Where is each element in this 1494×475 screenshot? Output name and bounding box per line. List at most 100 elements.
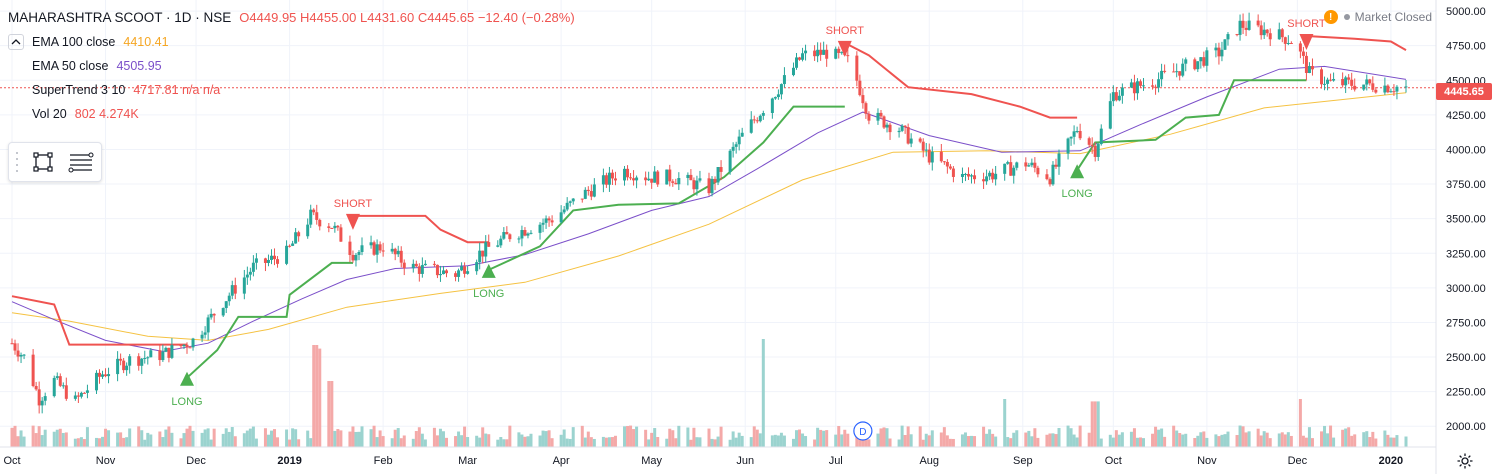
volume-bar xyxy=(1323,425,1327,447)
volume-bar xyxy=(1344,428,1348,447)
volume-bar xyxy=(1386,434,1390,447)
volume-bar xyxy=(502,439,506,447)
volume-bar xyxy=(1202,431,1206,447)
volume-bar xyxy=(402,435,406,447)
volume-bar xyxy=(1090,401,1094,447)
candle-body xyxy=(1301,51,1305,56)
candle-body xyxy=(840,52,844,54)
indicator-ema50[interactable]: EMA 50 close 4505.95 xyxy=(8,54,579,78)
volume-bar xyxy=(1009,438,1013,447)
volume-bar xyxy=(939,432,943,447)
candle-body xyxy=(34,385,38,390)
volume-bar xyxy=(885,428,889,447)
volume-bar xyxy=(716,436,720,447)
volume-bar xyxy=(354,431,358,447)
volume-bar xyxy=(221,433,225,447)
volume-bar xyxy=(988,429,992,447)
drag-handle[interactable] xyxy=(13,152,21,172)
candle-body xyxy=(1157,79,1161,88)
candle-body xyxy=(381,250,385,252)
volume-bar xyxy=(879,428,883,447)
candle-body xyxy=(517,238,521,240)
candle-body xyxy=(1054,164,1058,167)
candle-body xyxy=(306,224,310,237)
volume-bar xyxy=(230,427,234,447)
candle-body xyxy=(1178,71,1182,76)
candle-body xyxy=(1006,162,1010,164)
candle-body xyxy=(1093,145,1097,157)
volume-bar xyxy=(906,426,910,447)
candle-body xyxy=(1304,55,1308,73)
indicator-supertrend[interactable]: SuperTrend 3 10 4717.81 n/a n/a xyxy=(8,78,579,102)
short-signal-arrow xyxy=(837,40,852,57)
volume-bar xyxy=(930,430,934,447)
volume-bar xyxy=(918,426,922,447)
volume-bar xyxy=(457,431,461,447)
volume-bar xyxy=(248,428,252,447)
volume-bar xyxy=(1365,431,1369,447)
volume-bar xyxy=(1389,437,1393,447)
candle-body xyxy=(882,116,886,128)
candle-body xyxy=(393,248,397,255)
rectangle-tool-button[interactable] xyxy=(27,146,59,178)
candle-body xyxy=(571,198,575,202)
candle-body xyxy=(985,176,989,182)
volume-bar xyxy=(104,428,108,447)
volume-bar xyxy=(396,428,400,447)
volume-bar xyxy=(966,436,970,447)
candle-body xyxy=(164,347,168,352)
candle-body xyxy=(1193,59,1197,70)
ema100-line xyxy=(11,92,1407,341)
candle-body xyxy=(921,141,925,151)
volume-bar xyxy=(1277,433,1281,447)
volume-bar xyxy=(1075,437,1079,447)
candle-body xyxy=(861,95,865,104)
candle-body xyxy=(104,374,108,377)
candle-body xyxy=(900,125,904,131)
lines-tool-button[interactable] xyxy=(65,146,97,178)
candle-body xyxy=(327,226,331,228)
candle-body xyxy=(713,178,717,183)
drawing-toolbox[interactable] xyxy=(8,142,102,182)
x-tick-label: 2019 xyxy=(277,455,301,467)
market-status[interactable]: ! Market Closed xyxy=(1323,10,1432,24)
volume-bar xyxy=(1099,438,1103,447)
indicator-ema100[interactable]: EMA 100 close 4410.41 xyxy=(8,30,579,54)
candle-body xyxy=(846,55,850,57)
volume-bar xyxy=(583,437,587,447)
indicator-volume[interactable]: Vol 20 802 4.274K xyxy=(8,102,579,126)
warning-icon[interactable]: ! xyxy=(1323,10,1338,24)
chevron-up-icon[interactable] xyxy=(8,34,24,50)
volume-bar xyxy=(10,427,14,447)
short-signal-arrow xyxy=(1299,33,1314,50)
volume-bar xyxy=(982,426,986,447)
candle-body xyxy=(146,357,150,359)
candle-body xyxy=(294,232,298,244)
volume-bar xyxy=(454,436,458,447)
candle-body xyxy=(945,161,949,167)
candle-body xyxy=(454,273,458,277)
candle-body xyxy=(864,103,868,114)
candle-body xyxy=(372,242,376,255)
y-tick-label: 4250.00 xyxy=(1446,110,1486,122)
volume-bar xyxy=(441,431,445,447)
candle-body xyxy=(592,184,596,197)
candle-body xyxy=(1069,136,1073,139)
volume-bar xyxy=(1181,434,1185,447)
volume-bar xyxy=(122,437,126,447)
x-tick-label: Oct xyxy=(3,455,20,467)
settings-gear-icon[interactable] xyxy=(1456,452,1474,470)
candle-body xyxy=(254,258,258,263)
symbol-title[interactable]: MAHARASHTRA SCOOT · 1D · NSE xyxy=(8,9,232,25)
candle-body xyxy=(686,174,690,179)
candle-body xyxy=(1075,130,1079,132)
candle-body xyxy=(876,112,880,121)
candle-body xyxy=(1181,63,1185,76)
candle-body xyxy=(31,354,35,386)
volume-bar xyxy=(586,431,590,447)
volume-bar xyxy=(333,430,337,447)
volume-bar xyxy=(158,431,162,447)
dividend-marker-icon xyxy=(853,421,873,441)
volume-bar xyxy=(1280,432,1284,447)
